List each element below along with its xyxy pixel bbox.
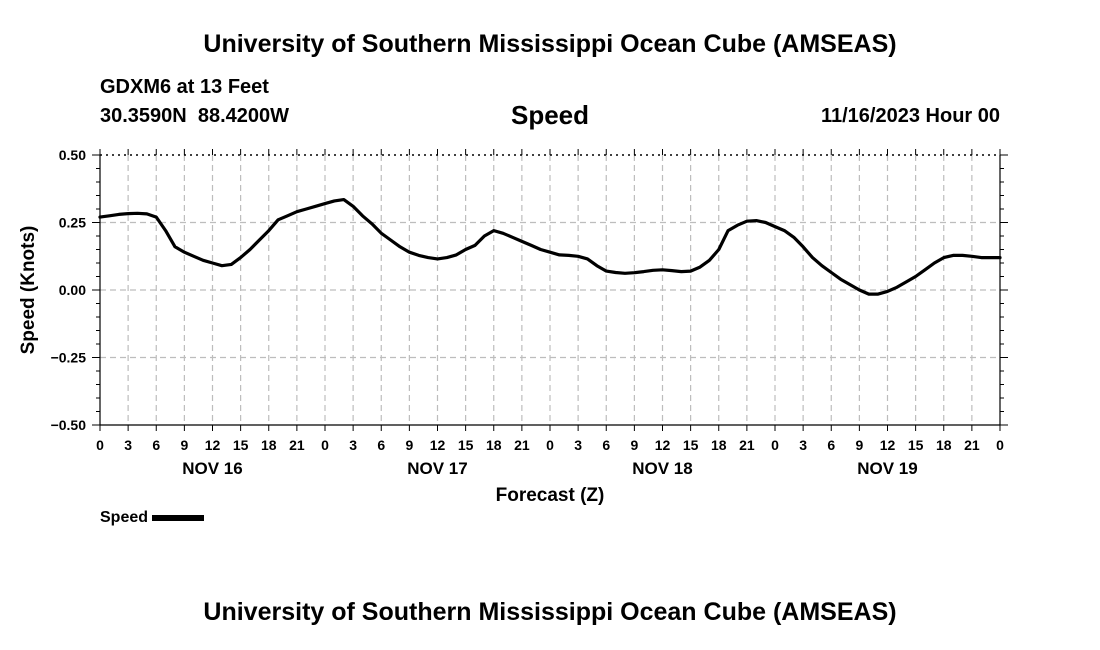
page-title: University of Southern Mississippi Ocean… — [203, 30, 897, 58]
x-tick-label: 12 — [205, 437, 221, 453]
y-tick-label: 0.00 — [59, 282, 86, 298]
x-tick-label: 3 — [349, 437, 357, 453]
x-tick-label: 6 — [602, 437, 610, 453]
station-label: GDXM6 at 13 Feet — [100, 76, 269, 98]
chart-grid — [100, 155, 1000, 425]
y-axis-label: Speed (Knots) — [18, 226, 39, 355]
day-label: NOV 16 — [182, 459, 242, 478]
day-label: NOV 19 — [857, 459, 917, 478]
x-tick-label: 3 — [799, 437, 807, 453]
legend-swatch — [152, 515, 205, 521]
x-tick-label: 0 — [996, 437, 1004, 453]
x-tick-label: 12 — [880, 437, 896, 453]
day-label: NOV 17 — [407, 459, 467, 478]
chart-labels: 0.50 0.25 0.00 −0.25 −0.50 0 3 6 9 12 15 18 21 0 3 6 9 12… — [18, 147, 1004, 506]
x-tick-label: 21 — [289, 437, 305, 453]
y-tick-label: −0.50 — [51, 417, 87, 433]
x-tick-label: 0 — [546, 437, 554, 453]
x-axis-label: Forecast (Z) — [496, 485, 605, 506]
x-tick-label: 3 — [124, 437, 132, 453]
x-tick-label: 0 — [321, 437, 329, 453]
chart-title: Speed — [510, 100, 590, 130]
x-tick-label: 12 — [430, 437, 446, 453]
x-tick-label: 6 — [377, 437, 385, 453]
x-tick-label: 21 — [739, 437, 755, 453]
coordinates-label: 30.3590N 88.4200W — [100, 105, 290, 127]
forecast-date-label: 11/16/2023 Hour 00 — [820, 105, 1000, 127]
x-tick-label: 15 — [458, 437, 474, 453]
x-tick-label: 21 — [964, 437, 980, 453]
chart-axes — [92, 149, 1008, 431]
x-tick-label: 0 — [771, 437, 779, 453]
x-tick-label: 21 — [514, 437, 530, 453]
x-tick-label: 6 — [827, 437, 835, 453]
x-tick-label: 18 — [261, 437, 277, 453]
x-tick-label: 6 — [152, 437, 160, 453]
y-tick-label: 0.50 — [59, 147, 86, 163]
x-tick-label: 3 — [574, 437, 582, 453]
chart-legend: Speed — [100, 509, 205, 527]
y-tick-label: 0.25 — [59, 215, 86, 231]
x-tick-label: 15 — [683, 437, 699, 453]
x-tick-label: 0 — [96, 437, 104, 453]
x-tick-label: 9 — [405, 437, 413, 453]
x-tick-label: 12 — [655, 437, 671, 453]
y-tick-label: −0.25 — [51, 350, 87, 366]
x-tick-label: 18 — [486, 437, 502, 453]
x-tick-label: 15 — [233, 437, 249, 453]
x-tick-label: 9 — [630, 437, 638, 453]
day-label: NOV 18 — [632, 459, 692, 478]
legend-label: Speed — [100, 509, 149, 526]
chart-series — [98, 198, 1002, 296]
x-tick-label: 18 — [711, 437, 727, 453]
footer-title: University of Southern Mississippi Ocean… — [203, 598, 897, 626]
speed-series-line — [98, 198, 1002, 296]
x-tick-label: 9 — [855, 437, 863, 453]
x-tick-label: 18 — [936, 437, 952, 453]
x-tick-label: 9 — [180, 437, 188, 453]
x-tick-label: 15 — [908, 437, 924, 453]
